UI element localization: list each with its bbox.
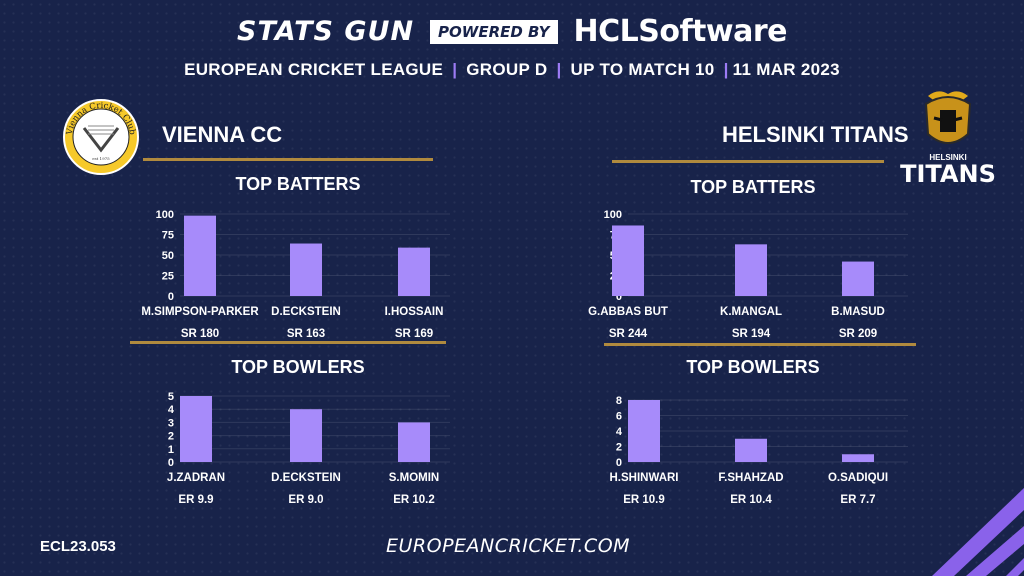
category-label: M.SIMPSON-PARKER	[141, 306, 259, 318]
vienna-bowlers-chart: 012 345 J.ZADRAN ER 9.9 D.ECKSTEIN ER 9.0 S.MO…	[167, 391, 450, 506]
sub-label: SR 209	[839, 328, 877, 340]
category-label: B.MASUD	[831, 306, 885, 318]
bar	[290, 409, 322, 462]
sub-label: SR 180	[181, 328, 219, 340]
category-label: G.ABBAS BUT	[588, 306, 668, 318]
sub-label: SR 169	[395, 328, 433, 340]
header-brand-row: STATS GUN POWERED BY HCLSoftware	[0, 14, 1024, 49]
footer-code: ECL23.053	[40, 538, 116, 555]
y-tick-label: 0	[168, 457, 174, 469]
bar	[735, 438, 767, 462]
separator: |	[556, 60, 562, 79]
category-label: D.ECKSTEIN	[271, 472, 341, 484]
section-title-helsinki-batters: TOP BATTERS	[690, 177, 816, 197]
sub-label: SR 163	[287, 328, 325, 340]
bar	[398, 247, 430, 296]
separator: |	[452, 60, 458, 79]
divider-helsinki-mid	[604, 343, 916, 346]
bar	[290, 243, 322, 296]
decorative-stripes	[932, 488, 1024, 576]
logo-big-text: TITANS	[900, 160, 996, 188]
sub-label: SR 194	[732, 328, 771, 340]
footer-website: EUROPEANCRICKET.COM	[386, 535, 631, 557]
category-label: F.SHAHZAD	[718, 472, 783, 484]
team-name-vienna: VIENNA CC	[162, 122, 283, 147]
bar	[842, 454, 874, 462]
divider-vienna-mid	[130, 341, 446, 344]
sub-label: ER 10.2	[393, 494, 435, 506]
sub-label: ER 7.7	[840, 494, 875, 506]
match-label: UP TO MATCH 10	[570, 60, 715, 79]
section-title-vienna-bowlers: TOP BOWLERS	[231, 357, 365, 377]
team-name-helsinki: HELSINKI TITANS	[722, 122, 909, 147]
sub-label: ER 9.9	[178, 494, 213, 506]
category-label: S.MOMIN	[389, 472, 439, 484]
bar	[628, 400, 660, 462]
y-tick-label: 6	[616, 411, 622, 423]
category-label: H.SHINWARI	[610, 472, 679, 484]
category-label: J.ZADRAN	[167, 472, 225, 484]
category-label: D.ECKSTEIN	[271, 306, 341, 318]
bar	[184, 215, 216, 296]
logo-small-text: HELSINKI	[929, 153, 966, 162]
y-tick-label: 2	[168, 431, 174, 443]
bar	[398, 422, 430, 462]
y-tick-label: 2	[616, 442, 622, 454]
helsinki-logo: HELSINKI TITANS	[900, 91, 996, 188]
subtitle: EUROPEAN CRICKET LEAGUE | GROUP D | UP T…	[0, 60, 1024, 80]
bar	[842, 261, 874, 296]
sub-label: ER 9.0	[288, 494, 323, 506]
y-tick-label: 100	[156, 209, 174, 221]
bar	[180, 396, 212, 462]
section-title-vienna-batters: TOP BATTERS	[235, 174, 361, 194]
y-tick-label: 3	[168, 417, 174, 429]
y-tick-label: 0	[616, 457, 622, 469]
sub-label: ER 10.9	[623, 494, 665, 506]
y-tick-label: 50	[162, 250, 174, 262]
sub-label: ER 10.4	[730, 494, 772, 506]
category-label: O.SADIQUI	[828, 472, 888, 484]
y-tick-label: 1	[168, 444, 174, 456]
y-tick-label: 75	[162, 230, 174, 242]
divider-vienna-top	[143, 158, 433, 161]
sub-label: SR 244	[609, 328, 648, 340]
vienna-batters-chart: 0 25 50 75 100 M.SIMPSON-PARKER SR 180 D.ECKSTE…	[141, 209, 450, 340]
y-tick-label: 5	[168, 391, 174, 403]
category-label: K.MANGAL	[720, 306, 782, 318]
divider-helsinki-top	[612, 160, 884, 163]
bar	[612, 225, 644, 296]
y-tick-label: 4	[616, 426, 623, 438]
y-tick-label: 8	[616, 395, 622, 407]
brand-title: STATS GUN	[237, 16, 415, 47]
y-tick-label: 25	[162, 271, 174, 283]
sponsor-logo: HCLSoftware	[573, 14, 788, 49]
date-label: 11 MAR 2023	[732, 60, 840, 79]
category-label: I.HOSSAIN	[385, 306, 444, 318]
vienna-logo: est 1975 Vienna Cricket Club	[63, 99, 139, 175]
y-tick-label: 0	[168, 291, 174, 303]
bar	[735, 244, 767, 296]
y-tick-label: 100	[604, 209, 622, 221]
logo-year: est 1975	[92, 156, 110, 161]
section-title-helsinki-bowlers: TOP BOWLERS	[686, 357, 820, 377]
y-tick-label: 4	[168, 404, 175, 416]
powered-by-badge: POWERED BY	[430, 19, 558, 44]
league-name: EUROPEAN CRICKET LEAGUE	[184, 60, 444, 79]
helsinki-bowlers-chart: 0 2 4 6 8 H.SHINWARI ER 10.9 F.SHAHZAD ER 10.4 O.…	[610, 395, 908, 506]
separator: |	[723, 60, 729, 79]
group-label: GROUP D	[466, 60, 548, 79]
y-tick-label: 0	[616, 291, 622, 303]
